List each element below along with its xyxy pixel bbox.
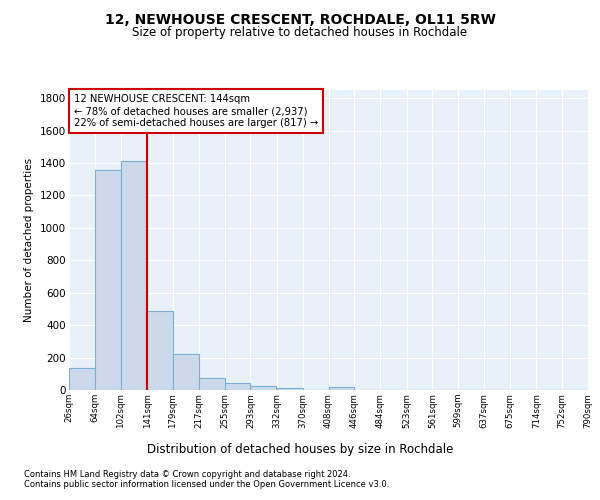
Text: Size of property relative to detached houses in Rochdale: Size of property relative to detached ho…	[133, 26, 467, 39]
Text: Contains HM Land Registry data © Crown copyright and database right 2024.: Contains HM Land Registry data © Crown c…	[24, 470, 350, 479]
Text: 12, NEWHOUSE CRESCENT, ROCHDALE, OL11 5RW: 12, NEWHOUSE CRESCENT, ROCHDALE, OL11 5R…	[104, 12, 496, 26]
Bar	[250, 386, 276, 390]
Bar	[173, 354, 199, 390]
Bar	[69, 368, 95, 390]
Bar	[147, 310, 173, 390]
Bar	[224, 382, 250, 390]
Bar	[199, 378, 224, 390]
Y-axis label: Number of detached properties: Number of detached properties	[25, 158, 34, 322]
Text: 12 NEWHOUSE CRESCENT: 144sqm
← 78% of detached houses are smaller (2,937)
22% of: 12 NEWHOUSE CRESCENT: 144sqm ← 78% of de…	[74, 94, 319, 128]
Bar	[277, 388, 302, 390]
Bar	[329, 387, 355, 390]
Text: Contains public sector information licensed under the Open Government Licence v3: Contains public sector information licen…	[24, 480, 389, 489]
Text: Distribution of detached houses by size in Rochdale: Distribution of detached houses by size …	[147, 442, 453, 456]
Bar	[95, 170, 121, 390]
Bar	[121, 162, 146, 390]
